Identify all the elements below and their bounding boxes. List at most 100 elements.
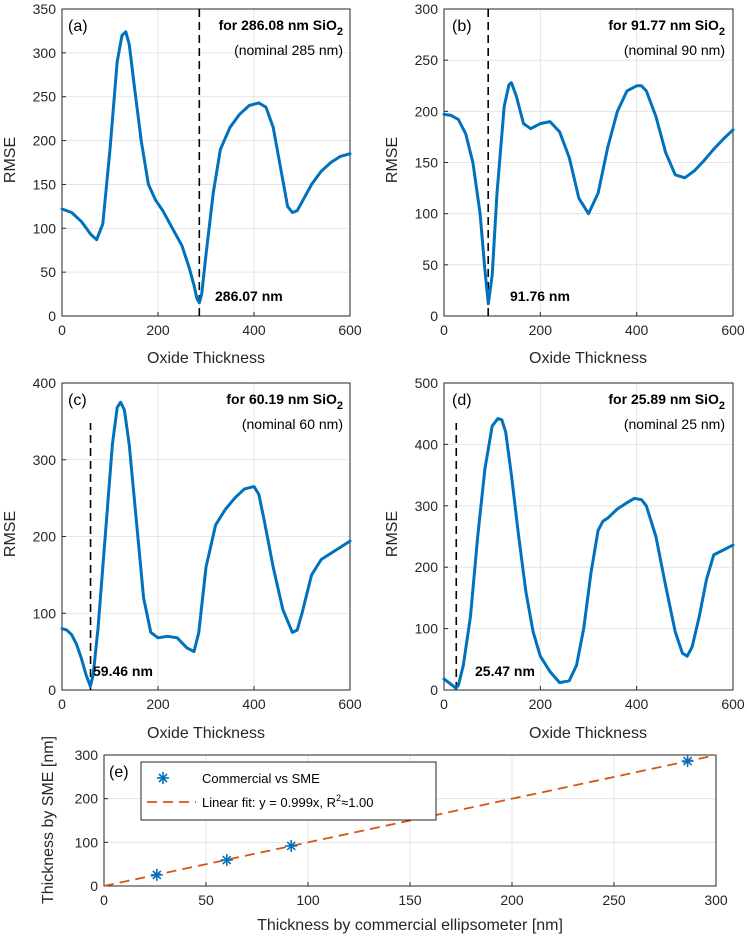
x-tick-label: 300 [704,892,728,908]
scatter-point [285,839,298,852]
y-tick-label: 100 [415,621,439,637]
panel-title: for 60.19 nm SiO2 [226,391,343,412]
min-label: 286.07 nm [215,288,283,304]
x-axis-label: Oxide Thickness [529,350,647,367]
x-tick-label: 600 [338,696,362,712]
y-tick-label: 250 [33,89,57,105]
min-label: 91.76 nm [510,288,570,304]
panel-title: for 286.08 nm SiO2 [219,17,343,38]
y-tick-label: 0 [48,308,56,324]
y-tick-label: 400 [33,375,57,391]
x-tick-label: 0 [440,322,448,338]
y-tick-label: 50 [422,257,438,273]
grid [443,382,734,691]
x-tick-label: 400 [242,696,266,712]
y-tick-label: 0 [90,878,98,894]
scatter-point [681,755,694,768]
x-axis-label: Oxide Thickness [147,725,265,742]
plot-frame [443,382,734,691]
nominal-label: (nominal 25 nm) [624,416,725,432]
y-tick-label: 500 [415,375,439,391]
star-stroke [222,855,232,865]
y-tick-label: 100 [75,834,99,850]
x-tick-label: 200 [529,696,553,712]
y-tick-label: 200 [33,133,57,149]
panel-title: for 91.77 nm SiO2 [608,17,725,38]
x-axis-label: Oxide Thickness [147,350,265,367]
y-axis-label: RMSE [2,511,19,557]
rmse-series-line [60,400,352,688]
star-stroke [683,756,693,766]
y-tick-label: 350 [33,1,57,17]
tick-labels: 0 200 400 600 0 50 100 150 200 250 300 350 [33,1,362,338]
x-tick-label: 200 [529,322,553,338]
x-tick-label: 100 [296,892,320,908]
y-tick-label: 200 [33,529,57,545]
x-tick-label: 200 [500,892,524,908]
panel-title: for 25.89 nm SiO2 [608,391,725,412]
y-axis-label: RMSE [384,511,401,557]
panel-label: (c) [68,392,87,409]
legend-entry-scatter: Commercial vs SME [202,771,320,786]
y-tick-label: 0 [430,682,438,698]
star-stroke [152,870,162,880]
y-tick-label: 0 [430,308,438,324]
y-tick-label: 300 [75,747,99,763]
rmse-series-line [442,417,735,690]
y-axis-label: RMSE [2,137,19,183]
plot-frame [61,8,351,317]
linear-fit-line [103,754,717,887]
x-tick-label: 150 [398,892,422,908]
plot-frame [443,8,734,317]
y-tick-label: 150 [33,176,57,192]
min-label: 25.47 nm [475,663,535,679]
y-tick-label: 100 [33,220,57,236]
y-tick-label: 200 [415,103,439,119]
x-tick-label: 0 [58,696,66,712]
star-stroke [286,841,296,851]
panel-label: (a) [68,18,88,35]
y-tick-label: 300 [415,498,439,514]
tick-labels: 0 200 400 600 0 50 100 150 200 250 300 [415,1,745,338]
y-tick-label: 200 [75,791,99,807]
x-tick-label: 400 [625,322,649,338]
panel-label: (d) [452,392,472,409]
y-tick-label: 400 [415,436,439,452]
x-axis-label: Oxide Thickness [529,725,647,742]
panel-label: (e) [109,764,129,781]
tick-labels: 0 200 400 600 0 100 200 300 400 500 [415,375,745,712]
legend-scatter-marker-icon [157,772,169,784]
y-tick-label: 100 [33,605,57,621]
x-tick-label: 400 [625,696,649,712]
x-tick-label: 400 [242,322,266,338]
rmse-series-line [60,30,352,305]
legend-entry-fit: Linear fit: y = 0.999x, R2≈1.00 [202,793,374,810]
scatter-point [220,854,233,867]
y-tick-label: 100 [415,206,439,222]
y-tick-label: 200 [415,559,439,575]
min-label: 59.46 nm [93,663,153,679]
panel-b: 0 200 400 600 0 50 100 150 200 250 300 (b) for 91.… [384,1,745,367]
y-axis-label: RMSE [384,137,401,183]
y-tick-label: 300 [33,452,57,468]
scatter-point [150,868,163,881]
x-tick-label: 600 [721,322,745,338]
plot-frame [61,382,351,691]
x-tick-label: 0 [440,696,448,712]
rmse-series-line [442,81,735,306]
panel-e: 0 50 100 150 200 250 300 0 100 200 300 (e) Commerc… [40,736,728,934]
nominal-label: (nominal 60 nm) [242,416,343,432]
tick-labels: 0 50 100 150 200 250 300 0 100 200 300 [75,747,728,908]
plot-frame [103,754,717,887]
plot-area: 0 200 400 600 0 50 100 150 200 250 300 [415,1,745,338]
y-tick-label: 300 [33,45,57,61]
tick-labels: 0 200 400 600 0 100 200 300 400 [33,375,362,712]
y-tick-label: 300 [415,1,439,17]
x-tick-label: 200 [146,696,170,712]
panel-label: (b) [452,18,472,35]
x-tick-label: 600 [338,322,362,338]
y-tick-label: 50 [40,264,56,280]
nominal-label: (nominal 285 nm) [234,42,343,58]
plot-area: 0 200 400 600 0 50 100 150 200 250 300 350 [33,1,362,338]
